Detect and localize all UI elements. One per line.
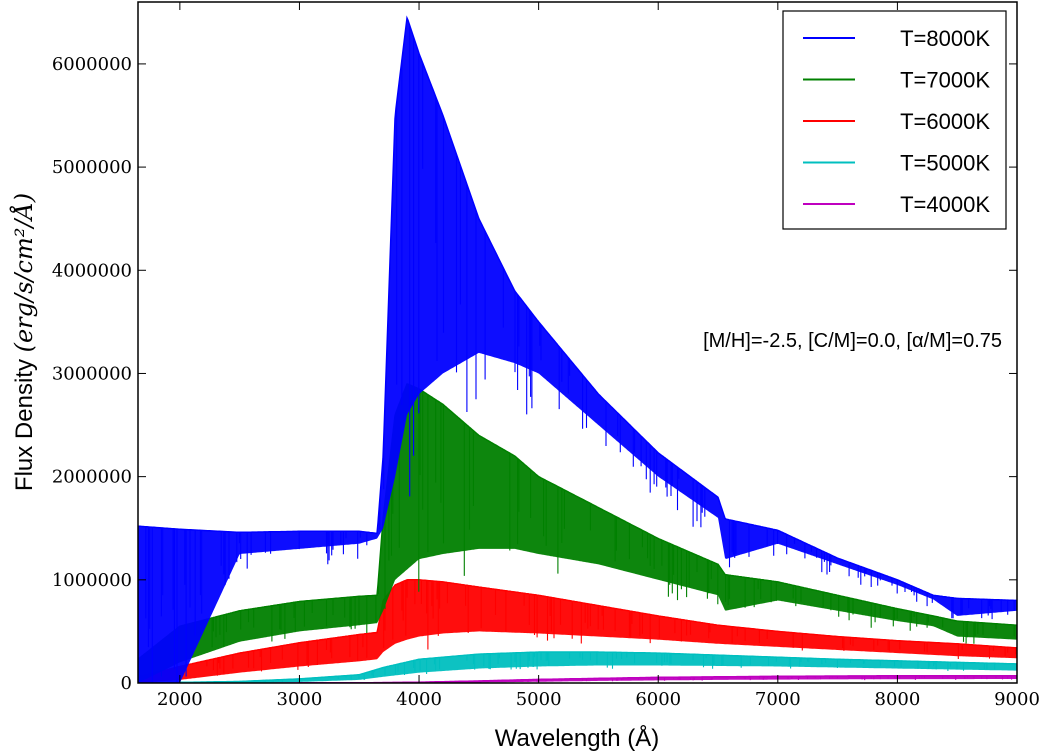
series-line bbox=[138, 579, 1017, 678]
plot-frame bbox=[137, 1, 1018, 684]
legend-entries: T=8000K T=7000K T=6000K T=5000K T=4000K bbox=[803, 26, 990, 217]
y-tick-label: 3000000 bbox=[52, 363, 132, 384]
y-axis-label-prefix: Flux Density bbox=[11, 352, 38, 491]
y-tick-label: 5000000 bbox=[52, 157, 132, 178]
y-axis-label-units: (erg/s/cm²/Å) bbox=[9, 193, 38, 353]
series-absorption-lines bbox=[138, 388, 1015, 677]
y-tick-label: 2000000 bbox=[52, 467, 132, 488]
x-tick-label: 5000 bbox=[516, 689, 562, 710]
x-axis-label: Wavelength (Å) bbox=[495, 724, 660, 752]
legend-label: T=4000K bbox=[900, 192, 990, 217]
series-layer bbox=[138, 15, 1017, 683]
x-tick-label: 2000 bbox=[157, 689, 203, 710]
x-tick-label: 7000 bbox=[755, 689, 801, 710]
legend: T=8000K T=7000K T=6000K T=5000K T=4000K bbox=[782, 10, 1007, 230]
x-tick-label: 6000 bbox=[635, 689, 681, 710]
y-axis-ticks: 0 1000000 2000000 3000000 4000000 5000000 6000… bbox=[52, 54, 1017, 694]
series-line bbox=[138, 651, 1017, 683]
y-tick-label: 0 bbox=[121, 673, 132, 694]
x-tick-label: 8000 bbox=[875, 689, 921, 710]
x-axis-ticks: 2000 3000 4000 5000 6000 7000 8000 9000 bbox=[157, 2, 1040, 710]
y-axis-label: Flux Density (erg/s/cm²/Å) bbox=[9, 193, 38, 491]
x-tick-label: 3000 bbox=[277, 689, 323, 710]
x-tick-label: 4000 bbox=[396, 689, 442, 710]
legend-label: T=5000K bbox=[900, 151, 990, 176]
x-tick-label: 9000 bbox=[994, 689, 1040, 710]
parameter-annotation: [M/H]=-2.5, [C/M]=0.0, [α/M]=0.75 bbox=[703, 330, 1002, 352]
legend-label: T=6000K bbox=[900, 109, 990, 134]
y-tick-label: 6000000 bbox=[52, 54, 132, 75]
series-line bbox=[138, 383, 1017, 660]
y-tick-label: 1000000 bbox=[52, 570, 132, 591]
legend-label: T=8000K bbox=[900, 26, 990, 51]
series-line bbox=[138, 15, 1017, 602]
y-tick-label: 4000000 bbox=[52, 260, 132, 281]
series-fill bbox=[138, 384, 1017, 683]
legend-label: T=7000K bbox=[900, 68, 990, 93]
series-absorption-lines bbox=[145, 25, 1017, 683]
